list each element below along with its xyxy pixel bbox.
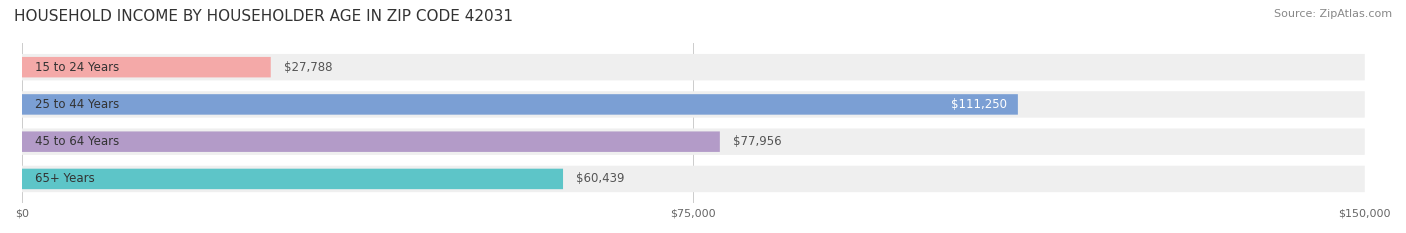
- FancyBboxPatch shape: [22, 94, 1018, 115]
- Text: 15 to 24 Years: 15 to 24 Years: [35, 61, 120, 74]
- Text: 45 to 64 Years: 45 to 64 Years: [35, 135, 120, 148]
- FancyBboxPatch shape: [22, 169, 562, 189]
- Text: $77,956: $77,956: [734, 135, 782, 148]
- FancyBboxPatch shape: [22, 54, 1365, 80]
- Text: $111,250: $111,250: [950, 98, 1007, 111]
- Text: HOUSEHOLD INCOME BY HOUSEHOLDER AGE IN ZIP CODE 42031: HOUSEHOLD INCOME BY HOUSEHOLDER AGE IN Z…: [14, 9, 513, 24]
- Text: 65+ Years: 65+ Years: [35, 172, 96, 185]
- FancyBboxPatch shape: [22, 91, 1365, 118]
- FancyBboxPatch shape: [22, 128, 1365, 155]
- FancyBboxPatch shape: [22, 131, 720, 152]
- FancyBboxPatch shape: [22, 166, 1365, 192]
- Text: $60,439: $60,439: [576, 172, 624, 185]
- Text: $27,788: $27,788: [284, 61, 333, 74]
- Text: Source: ZipAtlas.com: Source: ZipAtlas.com: [1274, 9, 1392, 19]
- FancyBboxPatch shape: [22, 57, 271, 77]
- Text: 25 to 44 Years: 25 to 44 Years: [35, 98, 120, 111]
